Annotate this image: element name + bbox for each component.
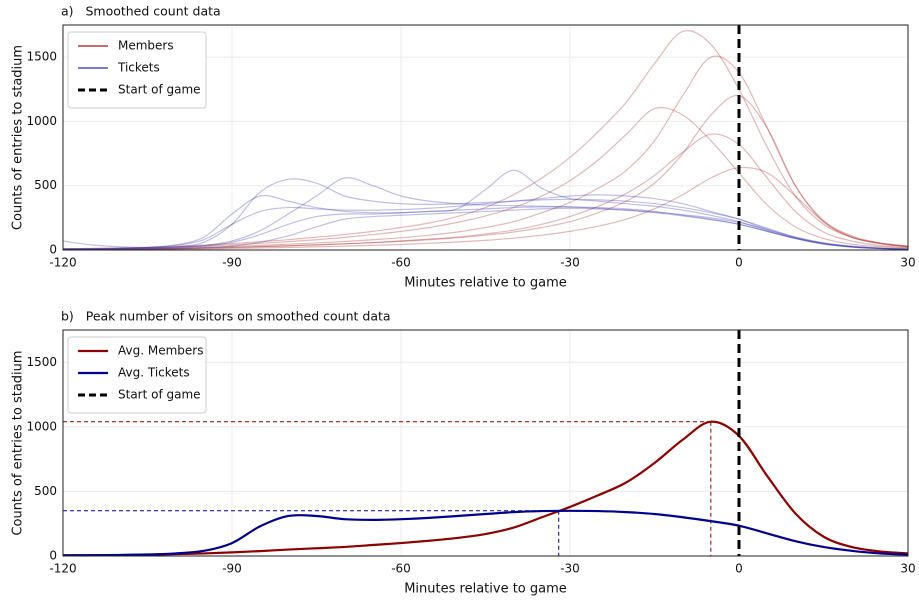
- frame: [62, 329, 909, 557]
- x-tick-label: -60: [391, 562, 411, 576]
- y-tick-label: 500: [34, 484, 57, 498]
- x-tick-label: -90: [222, 562, 242, 576]
- y-tick-label: 1500: [26, 355, 57, 369]
- y-tick-label: 1000: [26, 114, 57, 128]
- y-axis-label: Counts of entries to stadium: [11, 45, 26, 230]
- legend-label: Start of game: [118, 388, 201, 402]
- member-line: [63, 106, 908, 250]
- member-line: [63, 207, 908, 250]
- x-tick-label: -30: [560, 562, 580, 576]
- member-line: [63, 177, 908, 250]
- x-axis-label: Minutes relative to game: [404, 276, 567, 291]
- y-tick-label: 0: [49, 549, 57, 563]
- member-line: [63, 194, 908, 250]
- member-line: [63, 133, 908, 250]
- legend-label: Start of game: [118, 83, 201, 97]
- x-tick-label: 0: [735, 256, 743, 270]
- member-line: [63, 169, 908, 250]
- y-axis-label: Counts of entries to stadium: [11, 350, 26, 535]
- member-line: [63, 206, 908, 250]
- plot-area: [63, 420, 908, 556]
- member-line: [63, 30, 908, 250]
- x-tick-label: 30: [900, 562, 915, 576]
- legend-label: Avg. Members: [118, 344, 203, 358]
- member-line: [63, 94, 908, 250]
- y-tick-label: 0: [49, 243, 57, 257]
- avg-line: [63, 509, 908, 556]
- avg-line: [63, 420, 908, 556]
- member-line: [63, 55, 908, 250]
- x-tick-label: 30: [900, 256, 915, 270]
- y-tick-label: 500: [34, 178, 57, 192]
- legend-label: Tickets: [117, 61, 160, 75]
- x-tick-label: 0: [735, 562, 743, 576]
- chart-title: a) Smoothed count data: [61, 4, 221, 19]
- member-line: [63, 166, 908, 250]
- x-tick-label: -120: [49, 256, 76, 270]
- legend-label: Members: [118, 39, 174, 53]
- x-tick-label: -90: [222, 256, 242, 270]
- member-line: [63, 178, 908, 250]
- x-tick-label: -30: [560, 256, 580, 270]
- plot-area: [63, 30, 908, 250]
- chart-title: b) Peak number of visitors on smoothed c…: [61, 309, 391, 324]
- x-tick-label: -120: [49, 562, 76, 576]
- legend-label: Avg. Tickets: [118, 366, 190, 380]
- y-tick-label: 1000: [26, 419, 57, 433]
- x-tick-label: -60: [391, 256, 411, 270]
- frame: [62, 24, 909, 251]
- x-axis-label: Minutes relative to game: [404, 582, 567, 597]
- y-tick-label: 1500: [26, 50, 57, 64]
